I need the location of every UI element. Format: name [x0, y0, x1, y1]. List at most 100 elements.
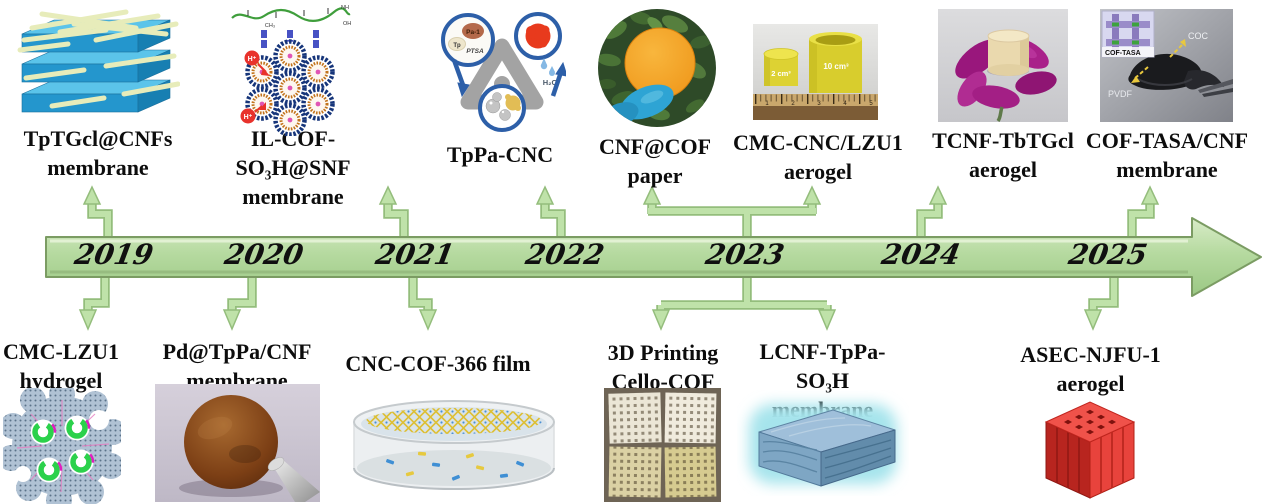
proton-badges: H⁺ H⁺ [240, 50, 270, 124]
label-line: paper [627, 163, 683, 188]
year-2023: 2023 [703, 238, 787, 271]
red-honeycomb-block [1044, 401, 1136, 499]
molecule-label: CH₃ [265, 23, 275, 29]
cnc-rods [386, 451, 525, 481]
label-line: COF-TASA/CNF [1085, 128, 1249, 153]
label-line: CNC-COF-366 film [345, 351, 531, 376]
label-line: TCNF-TbTGcl [932, 128, 1074, 153]
connector-arrowheads [78, 185, 1160, 331]
lcnf-tppa-membrane-illustration [737, 390, 909, 496]
label-line: CMC-CNC/LZU1 [733, 130, 903, 155]
h-plus-label: H⁺ [244, 114, 253, 121]
molecule-label: OH [343, 21, 351, 27]
cmc-cnc-aerogel-photo: 1 2 3 4 5 2 cm³ 10 cm³ [753, 24, 878, 120]
ruler-number: 4 [843, 101, 847, 107]
large-aerogel-cylinder: 10 cm³ [809, 32, 862, 93]
reagents-circle: Pa-1 Tp PTSA [441, 13, 495, 67]
label-il-cof-membrane: IL-COF-SO₃H@SNF membrane [203, 124, 383, 211]
tweezers [1198, 79, 1233, 97]
label-line: membrane [47, 155, 149, 180]
small-aerogel-cylinder: 2 cm³ [763, 48, 799, 86]
label-cof-tasa-cnf-membrane: COF-TASA/CNF membrane [1085, 126, 1249, 184]
label-tcnf-tbtgcl-aerogel: TCNF-TbTGcl aerogel [923, 126, 1083, 184]
label-asec-njfu-aerogel: ASEC-NJFU-1 aerogel [1008, 340, 1173, 398]
cnf-cof-paper-photo [597, 8, 717, 128]
cnc-cof-366-illustration [348, 384, 560, 496]
channel-openings [1064, 409, 1116, 435]
year-2022: 2022 [523, 238, 607, 271]
cream-aerogel-cylinder [987, 29, 1030, 76]
cmc-lzu1-hydrogel-illustration [3, 388, 121, 504]
label-line: Pd@TpPa/CNF [162, 339, 312, 364]
label-cmc-lzu1-hydrogel: CMC-LZU1 hydrogel [2, 337, 120, 395]
petri-dish [353, 400, 555, 490]
il-cof-snf-illustration: CH₃ NH OH [228, 2, 354, 136]
volume-label-small: 2 cm³ [771, 69, 791, 78]
label-line: CNF@COF [598, 134, 712, 159]
label-cnc-cof-366-film: CNC-COF-366 film [338, 349, 538, 378]
annotation-arrows: COC PVDF [1108, 31, 1209, 99]
leaves [598, 11, 712, 121]
inset-label: COF-TASA [1105, 50, 1141, 57]
tppa-cnc-diagram: Pa-1 Tp PTSA H₂O [438, 6, 566, 138]
label-line: CMC-LZU1 [2, 339, 120, 364]
membrane-slab [758, 409, 896, 487]
h2o-label: H₂O [543, 78, 558, 87]
year-2019: 2019 [72, 238, 156, 271]
spatula [267, 457, 320, 502]
label-line: aerogel [783, 159, 852, 184]
cof-tasa-cnf-photo: COF-TASA COC PVDF [1100, 9, 1233, 122]
cycle-arrows [451, 59, 566, 98]
ruler-number: 1 [765, 101, 769, 107]
label-cnf-cof-paper: CNF@COF paper [585, 132, 725, 190]
label-tppa-cnc: TpPa-CNC [420, 140, 580, 169]
year-2025: 2025 [1066, 238, 1150, 271]
cellulose-fibers [17, 9, 180, 109]
pvdf-label: PVDF [1108, 89, 1133, 99]
ruler-number: 2 [791, 101, 795, 107]
cello-cof-print-photo [604, 388, 721, 502]
label-line: aerogel [1056, 371, 1125, 396]
coc-label: COC [1188, 31, 1209, 41]
pd-tppa-cnf-photo [155, 384, 320, 502]
water-droplets: H₂O [540, 58, 558, 87]
ruler-number: 5 [869, 101, 873, 107]
h-plus-label: H⁺ [248, 56, 257, 63]
ruler: 1 2 3 4 5 [753, 94, 878, 120]
tptgcl-cnfs-illustration [8, 6, 180, 120]
black-membrane [1128, 53, 1224, 90]
hydrogel-body [3, 388, 121, 504]
label-line: TpPa-CNC [446, 142, 554, 167]
cof-tasa-inset: COF-TASA [1101, 10, 1155, 58]
year-2020: 2020 [222, 238, 306, 271]
cof-honeycomb [245, 39, 335, 136]
tp-label: Tp [453, 43, 461, 49]
asec-njfu-aerogel-illustration [1032, 392, 1148, 502]
lzu1-sites [29, 414, 95, 484]
label-line: aerogel [968, 157, 1037, 182]
product-circle [514, 12, 562, 60]
label-line: 3D Printing [607, 340, 719, 365]
label-line: TpTGcl@CNFs [23, 126, 173, 151]
label-line: membrane [242, 184, 344, 209]
year-2021: 2021 [373, 238, 457, 271]
ruler-number: 3 [817, 101, 821, 107]
label-line: ASEC-NJFU-1 [1020, 342, 1161, 367]
year-connectors [78, 185, 1160, 331]
label-cmc-cnc-lzu1-aerogel: CMC-CNC/LZU1 aerogel [730, 128, 906, 186]
cof-lattice-film [366, 408, 542, 434]
membrane-sphere [184, 395, 278, 489]
printed-grids [608, 392, 717, 498]
molecule-label: NH [341, 5, 349, 11]
ptsa-label: PTSA [466, 48, 484, 55]
tcnf-tbtgcl-photo [938, 9, 1068, 122]
year-2024: 2024 [879, 238, 963, 271]
volume-label-large: 10 cm³ [823, 62, 849, 71]
milling-circle [478, 84, 526, 132]
timeline-block-arrow [45, 217, 1262, 297]
label-line: membrane [1116, 157, 1218, 182]
label-tptgcl-cnfs-membrane: TpTGcl@CNFs membrane [18, 124, 178, 182]
pa1-label: Pa-1 [466, 29, 480, 36]
